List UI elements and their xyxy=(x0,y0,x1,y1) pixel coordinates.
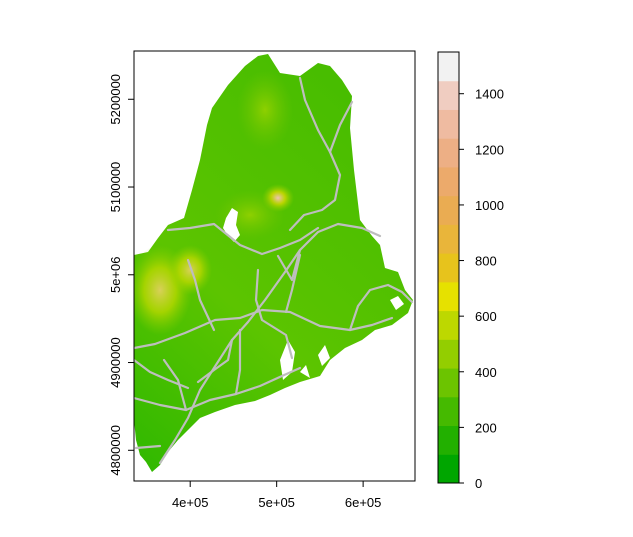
legend-color-band xyxy=(438,138,459,168)
y-tick-label: 4900000 xyxy=(108,337,123,388)
legend-color-band xyxy=(438,52,459,82)
map-frame xyxy=(133,50,416,482)
legend-color-band xyxy=(438,109,459,139)
x-tick-label: 5e+05 xyxy=(258,495,295,510)
legend-tick-label: 1400 xyxy=(475,87,504,102)
legend-color-band xyxy=(438,425,459,455)
legend-color-band xyxy=(438,368,459,398)
y-axis: 4800000 4900000 5e+06 5100000 5200000 xyxy=(108,74,134,476)
legend-color-band xyxy=(438,195,459,225)
map-panel xyxy=(134,54,414,472)
state-land-shape xyxy=(134,54,413,472)
northwest-highlight xyxy=(168,245,212,295)
legend-frame xyxy=(437,51,460,484)
y-tick-label: 5e+06 xyxy=(108,257,123,294)
legend-tick-label: 1200 xyxy=(475,142,504,157)
legend-tick-label: 0 xyxy=(475,476,482,491)
legend-color-band xyxy=(438,224,459,254)
legend-tick-label: 600 xyxy=(475,309,497,324)
legend-color-band xyxy=(438,281,459,312)
y-tick-label: 4800000 xyxy=(108,425,123,476)
y-tick-label: 5100000 xyxy=(108,162,123,213)
legend-tick-label: 200 xyxy=(475,420,497,435)
road-network xyxy=(134,76,414,465)
x-tick-label: 6e+05 xyxy=(345,495,382,510)
legend-color-band xyxy=(438,80,459,110)
legend-color-band xyxy=(438,166,459,197)
legend-tick-label: 800 xyxy=(475,254,497,269)
legend-color-band xyxy=(438,339,459,369)
legend-color-band xyxy=(438,310,459,340)
legend-color-band xyxy=(438,253,459,283)
legend-tick-label: 400 xyxy=(475,365,497,380)
legend-color-band xyxy=(438,396,459,427)
elevation-legend: 0 200 400 600 800 1000 1200 1400 xyxy=(437,51,504,491)
x-tick-label: 4e+05 xyxy=(172,495,209,510)
x-axis: 4e+05 5e+05 6e+05 xyxy=(172,481,381,510)
legend-color-band xyxy=(438,454,459,484)
north-midland-highlight xyxy=(237,70,293,150)
legend-tick-label: 1000 xyxy=(475,198,504,213)
y-tick-label: 5200000 xyxy=(108,74,123,125)
